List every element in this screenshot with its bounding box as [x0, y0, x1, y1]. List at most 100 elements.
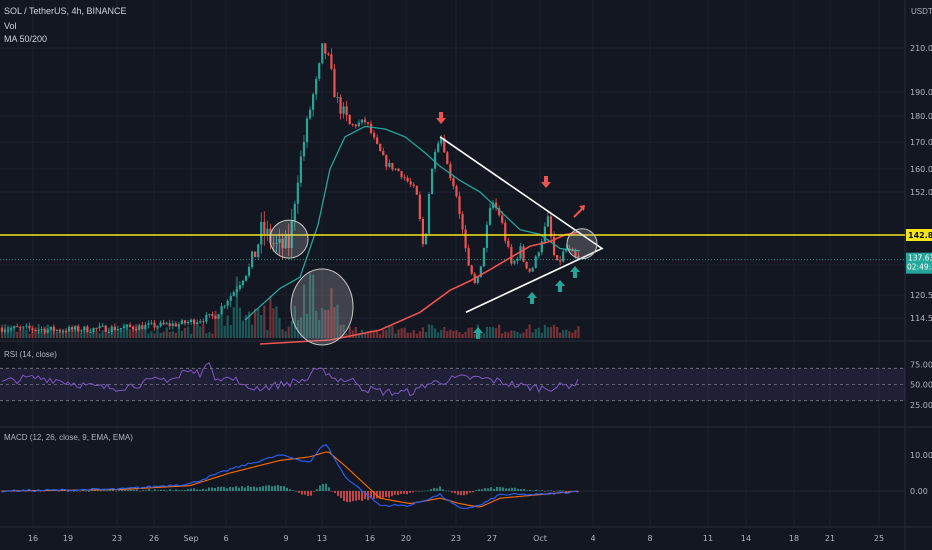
macd-hist-bar	[448, 490, 450, 492]
candle	[61, 331, 65, 333]
volume-bar	[485, 326, 489, 338]
macd-hist-bar	[298, 491, 300, 493]
volume-bar	[315, 310, 318, 338]
time-tick-label: Oct	[533, 534, 547, 543]
candle	[409, 181, 412, 185]
candle	[559, 260, 562, 262]
macd-hist-bar	[325, 483, 327, 491]
volume-bar	[522, 332, 525, 338]
ma-label[interactable]: MA 50/200	[4, 34, 48, 44]
macd-hist-bar	[277, 485, 279, 491]
ma-50-line	[244, 125, 581, 321]
currency-label[interactable]: USDT	[911, 7, 932, 16]
volume-bar	[220, 305, 223, 338]
macd-hist-bar	[538, 490, 540, 492]
candle	[302, 142, 306, 157]
macd-hist-bar	[508, 488, 510, 491]
price-tick-label: 114.50	[910, 314, 932, 323]
candle	[199, 321, 202, 323]
volume-bar	[116, 329, 119, 338]
volume-bar	[180, 330, 184, 338]
macd-hist-bar	[106, 490, 108, 492]
volume-bar	[272, 308, 275, 338]
volume-bar	[260, 314, 263, 338]
candle	[525, 261, 528, 269]
macd-hist-bar	[118, 490, 120, 491]
volume-bar	[287, 326, 290, 338]
volume-bar	[510, 330, 513, 338]
volume-bar	[427, 324, 431, 338]
macd-label[interactable]: MACD (12, 26, close, 9, EMA, EMA)	[4, 433, 133, 442]
macd-hist-bar	[394, 491, 396, 495]
candle	[244, 275, 248, 281]
volume-bar	[308, 273, 312, 338]
volume-bar	[373, 330, 376, 338]
time-tick-label: 11	[703, 534, 713, 543]
macd-hist-bar	[463, 491, 465, 496]
volume-bar	[257, 308, 260, 338]
macd-hist-bar	[253, 486, 255, 491]
volume-bar	[125, 324, 129, 338]
down-arrow	[541, 176, 551, 188]
macd-hist-bar	[562, 490, 564, 492]
macd-hist-bar	[415, 490, 417, 492]
symbol-title[interactable]: SOL / TetherUS, 4h, BINANCE	[4, 6, 127, 16]
candle	[55, 329, 58, 331]
volume-bar	[363, 333, 367, 338]
candle	[281, 238, 284, 249]
volume-bar	[247, 311, 251, 338]
highlight-circle	[269, 219, 309, 259]
candle	[168, 323, 171, 327]
volume-bar	[473, 333, 476, 338]
candle	[522, 246, 525, 262]
candle	[491, 202, 495, 208]
rsi-label[interactable]: RSI (14, close)	[4, 350, 57, 359]
volume-bars	[0, 273, 580, 338]
volume-bar	[397, 329, 400, 338]
macd-tick-label: 10.00	[910, 451, 932, 460]
rsi-line	[1, 362, 579, 397]
time-tick-label: 16	[365, 534, 375, 543]
macd-hist-bar	[217, 486, 219, 491]
volume-label[interactable]: Vol	[4, 21, 17, 31]
candle	[31, 328, 34, 330]
volume-bar	[95, 331, 98, 338]
candle	[89, 332, 92, 334]
macd-hist-bar	[373, 491, 375, 500]
macd-hist-bar	[238, 487, 240, 491]
candle	[296, 182, 299, 204]
volume-bar	[504, 331, 507, 338]
volume-bar	[183, 327, 187, 338]
volume-bar	[284, 331, 287, 338]
macd-hist-bar	[274, 485, 276, 491]
volume-bar	[552, 324, 556, 338]
volume-bar	[153, 333, 156, 338]
macd-hist-bar	[208, 487, 210, 491]
macd-hist-bar	[352, 491, 354, 502]
volume-bar	[13, 328, 16, 338]
candle	[186, 322, 190, 324]
macd-hist-bar	[340, 491, 342, 498]
candle	[449, 164, 452, 179]
candle	[318, 63, 321, 79]
macd-signal-line	[2, 451, 579, 508]
candle	[150, 322, 153, 324]
volume-bar	[312, 274, 315, 338]
triangle-pattern	[439, 136, 604, 313]
candle	[513, 260, 516, 264]
highlight-circle	[290, 268, 354, 346]
candle	[40, 328, 43, 330]
volume-bar	[403, 327, 406, 338]
volume-bar	[388, 325, 391, 338]
volume-bar	[98, 333, 101, 338]
candle	[360, 119, 363, 123]
volume-bar	[196, 324, 199, 338]
macd-hist-bar	[517, 488, 519, 491]
volume-bar	[461, 333, 464, 338]
volume-bar	[141, 329, 144, 338]
macd-hist-bar	[193, 488, 195, 491]
macd-hist-bar	[232, 487, 234, 491]
candle	[183, 320, 187, 324]
time-tick-label: 8	[647, 534, 652, 543]
